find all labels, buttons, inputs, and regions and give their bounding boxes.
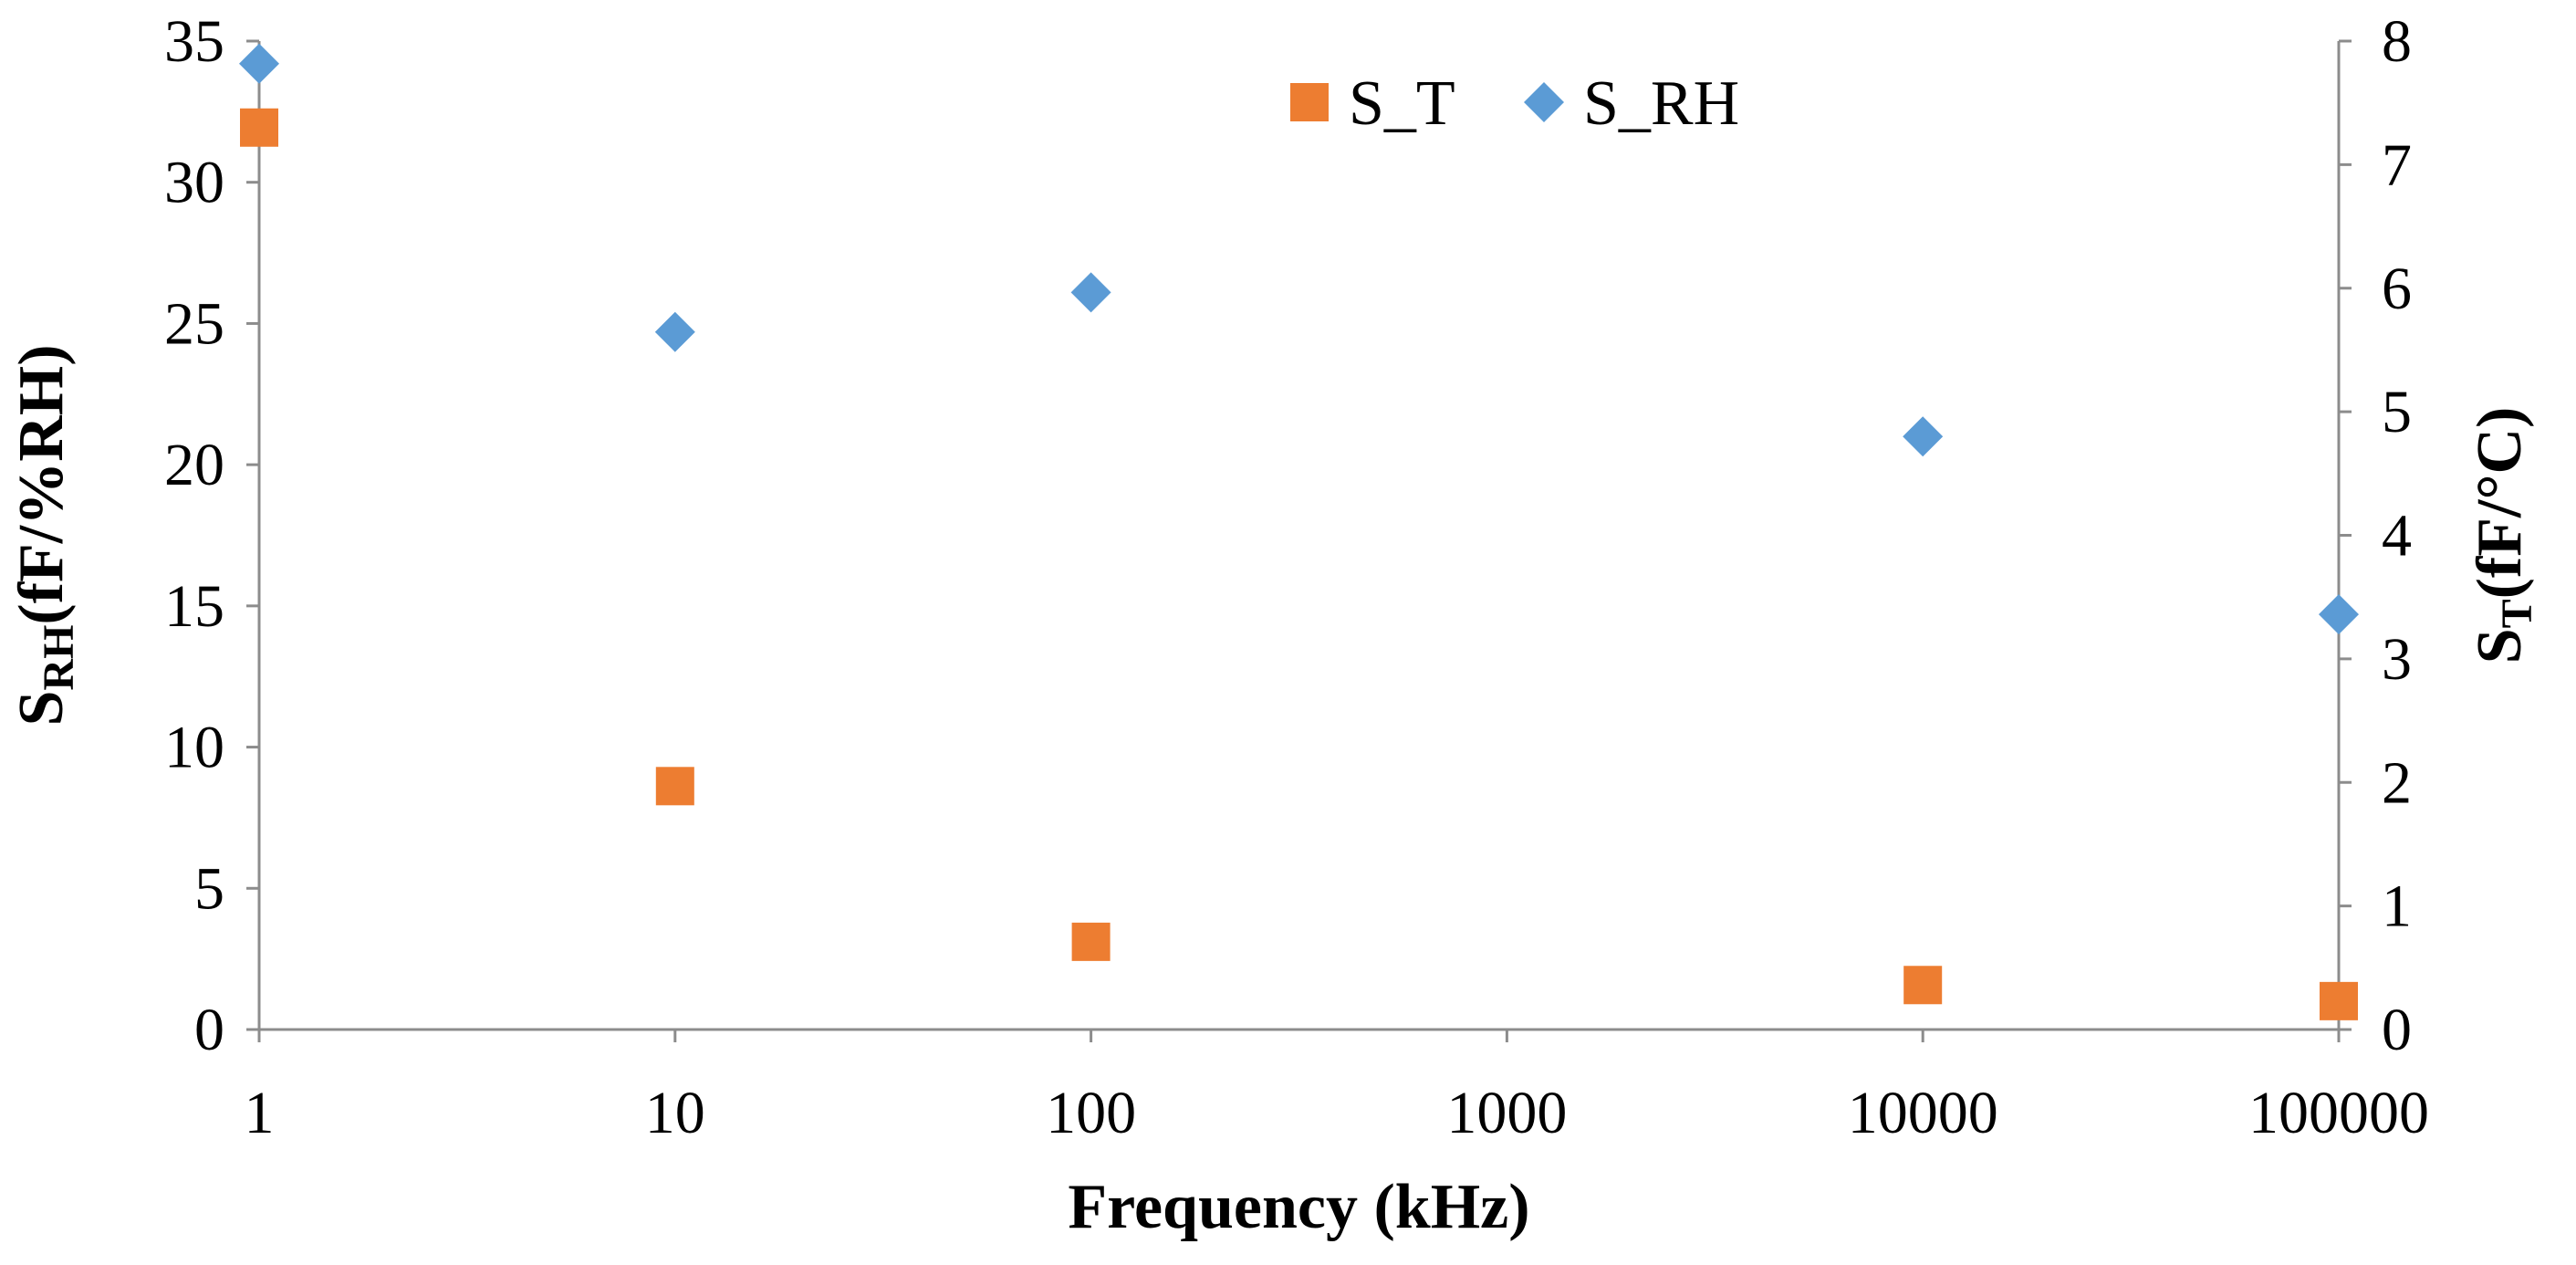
x-tick-label: 1000 — [1446, 1080, 1567, 1146]
y-left-tick-label: 15 — [164, 573, 224, 640]
point-s-t — [240, 108, 278, 147]
point-s-t — [2320, 981, 2358, 1020]
y-left-title-sub: RH — [35, 625, 83, 691]
point-s-rh — [1903, 416, 1944, 457]
y-right-tick-label: 2 — [2382, 749, 2412, 816]
y-right-tick-label: 0 — [2382, 997, 2412, 1063]
marks — [239, 43, 2359, 1020]
y-right-title-main: S — [2465, 628, 2535, 664]
y-left-tick-label: 20 — [164, 432, 224, 498]
point-s-t — [655, 767, 694, 806]
legend-label-s-t: S_T — [1349, 68, 1455, 139]
y-right-axis-title: ST(fF/°C) — [2465, 407, 2541, 664]
y-left-tick-label: 5 — [194, 855, 224, 922]
y-right-tick-label: 5 — [2382, 379, 2412, 445]
y-left-tick-label: 35 — [164, 8, 224, 75]
y-right-tick-label: 4 — [2382, 503, 2412, 570]
x-axis-title: Frequency (kHz) — [1068, 1172, 1529, 1242]
x-tick-label: 100000 — [2248, 1080, 2429, 1146]
x-tick-label: 100 — [1046, 1080, 1136, 1146]
y-left-title-main: S — [6, 691, 77, 727]
legend: S_T S_RH — [1290, 68, 1739, 139]
point-s-rh — [654, 311, 695, 352]
y-left-title-rest: (fF/%RH) — [6, 344, 77, 624]
point-s-t — [1903, 966, 1943, 1005]
y-right-title-rest: (fF/°C) — [2465, 407, 2535, 600]
legend-label-s-rh: S_RH — [1583, 68, 1739, 139]
x-tick-label: 10 — [645, 1080, 705, 1146]
legend-marker-s-rh — [1524, 82, 1564, 122]
y-right-tick-label: 8 — [2382, 8, 2412, 75]
y-left-axis-title: SRH(fF/%RH) — [6, 344, 83, 726]
y-left-tick-label: 25 — [164, 290, 224, 357]
point-s-t — [1071, 922, 1111, 961]
point-s-rh — [2319, 594, 2359, 635]
x-tick-label: 1 — [245, 1080, 275, 1146]
y-right-tick-label: 3 — [2382, 626, 2412, 693]
y-right-tick-label: 7 — [2382, 131, 2412, 198]
axes — [257, 41, 2341, 1031]
y-left-tick-label: 10 — [164, 715, 224, 781]
point-s-rh — [239, 43, 279, 84]
legend-marker-s-t — [1290, 83, 1329, 121]
y-right-tick-label: 1 — [2382, 873, 2412, 940]
y-left-tick-label: 0 — [194, 997, 224, 1063]
y-left-tick-label: 30 — [164, 150, 224, 216]
y-right-tick-label: 6 — [2382, 256, 2412, 322]
x-tick-label: 10000 — [1848, 1080, 1998, 1146]
y-right-title-sub: T — [2493, 599, 2541, 628]
point-s-rh — [1070, 272, 1111, 313]
ticks: 1 10 100 1000 10000 1000000510152025303501234… — [164, 8, 2429, 1146]
